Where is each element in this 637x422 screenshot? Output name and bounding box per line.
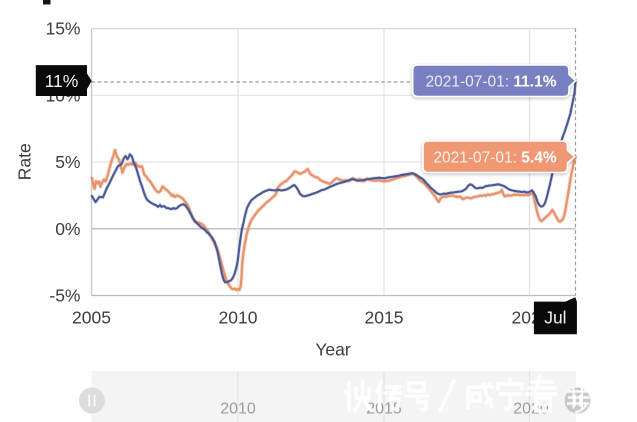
svg-text:Rate: Rate (15, 143, 35, 180)
svg-text:2010: 2010 (220, 401, 256, 418)
svg-text:0%: 0% (55, 219, 80, 239)
svg-text:2015: 2015 (365, 308, 404, 328)
svg-text:2010: 2010 (219, 308, 258, 328)
svg-text:5%: 5% (55, 152, 80, 172)
svg-text:Jul: Jul (544, 308, 566, 328)
svg-text:Year: Year (315, 340, 351, 360)
svg-text:-5%: -5% (49, 286, 80, 306)
svg-text:2015: 2015 (366, 401, 402, 418)
svg-text:2005: 2005 (72, 308, 111, 328)
svg-text:2021-07-01: 5.4%: 2021-07-01: 5.4% (433, 149, 556, 166)
svg-text:15%: 15% (45, 19, 80, 39)
svg-text:2021-07-01: 11.1%: 2021-07-01: 11.1% (425, 74, 556, 91)
svg-text:11%: 11% (45, 71, 79, 91)
